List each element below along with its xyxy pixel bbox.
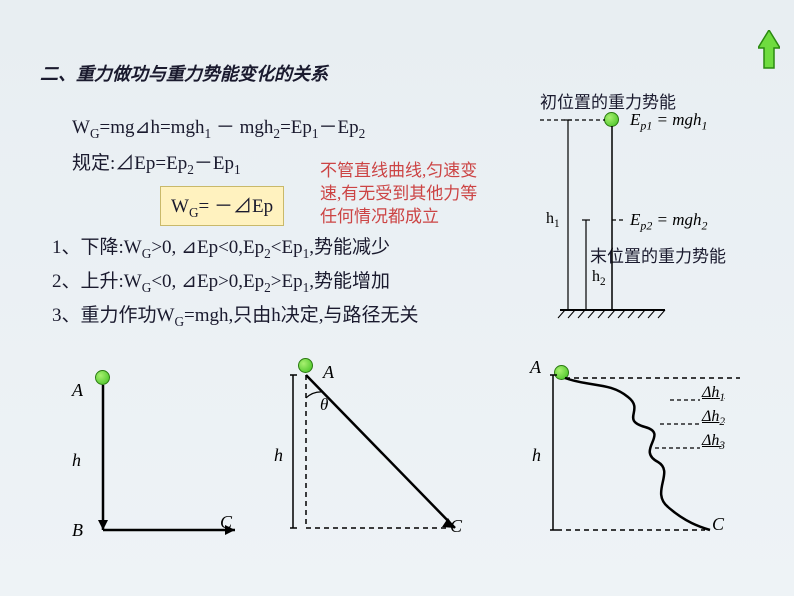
- l1a: 1、下降:W: [52, 237, 142, 258]
- fig2-svg: [290, 370, 470, 540]
- l1s2: 2: [264, 246, 271, 261]
- box-b: = －⊿Ep: [199, 196, 274, 217]
- eq2-sub1: 2: [187, 162, 194, 177]
- eq1-w: W: [72, 117, 90, 138]
- equation-delta-ep: 规定:⊿Ep=Ep2－Ep1: [72, 148, 241, 178]
- eq1-sub1: G: [90, 126, 100, 141]
- l3b: =mgh,只由h决定,与路径无关: [184, 305, 419, 326]
- note-line1: 不管直线曲线,匀速变: [320, 160, 477, 183]
- fig1-B: B: [72, 520, 83, 541]
- section-title: 二、重力做功与重力势能变化的关系: [40, 60, 328, 86]
- box-sub: G: [189, 205, 199, 220]
- key-equation-box: WG= －⊿Ep: [160, 186, 284, 226]
- eq1-rest: =mg⊿h=mgh: [100, 117, 205, 138]
- l1b: >0, ⊿Ep<0,Ep: [151, 237, 264, 258]
- l2b: <0, ⊿Ep>0,Ep: [151, 271, 264, 292]
- fig1-h: h: [72, 450, 81, 471]
- box-w: W: [171, 196, 189, 217]
- note-line3: 任何情况都成立: [320, 206, 477, 229]
- l2d: ,势能增加: [309, 271, 390, 292]
- case-2: 2、上升:WG<0, ⊿Ep>0,Ep2>Ep1,势能增加: [52, 266, 390, 296]
- red-note: 不管直线曲线,匀速变 速,有无受到其他力等 任何情况都成立: [320, 160, 477, 229]
- eq2-b: －Ep: [194, 153, 234, 174]
- case-1: 1、下降:WG>0, ⊿Ep<0,Ep2<Ep1,势能减少: [52, 232, 390, 262]
- fig3-A: A: [530, 357, 541, 378]
- eq1-eq: =Ep: [280, 117, 312, 138]
- l2s1: G: [142, 280, 152, 295]
- l2c: >Ep: [271, 271, 303, 292]
- l2a: 2、上升:W: [52, 271, 142, 292]
- l3a: 3、重力作功W: [52, 305, 174, 326]
- eq2-a: 规定:⊿Ep=Ep: [72, 153, 187, 174]
- l2s2: 2: [264, 280, 271, 295]
- equation-wg: WG=mg⊿h=mgh1 － mgh2=Ep1－Ep2: [72, 112, 365, 142]
- note-line2: 速,有无受到其他力等: [320, 183, 477, 206]
- fig2-h: h: [274, 445, 283, 466]
- l1d: ,势能减少: [309, 237, 390, 258]
- l1s1: G: [142, 246, 152, 261]
- fig1-svg: [95, 385, 245, 540]
- eq1-sub4: 1: [312, 126, 319, 141]
- fig3-h: h: [532, 445, 541, 466]
- up-arrow-icon: [758, 30, 780, 70]
- fig3-svg: [550, 372, 750, 542]
- eq1-sub5: 2: [359, 126, 366, 141]
- eq2-sub2: 1: [234, 162, 241, 177]
- right-diagram-svg: [520, 110, 750, 320]
- eq1-minus: － mgh: [211, 117, 273, 138]
- fig1-A: A: [72, 380, 83, 401]
- l3s: G: [174, 314, 184, 329]
- eq1-minus2: －Ep: [319, 117, 359, 138]
- l1c: <Ep: [271, 237, 303, 258]
- fig1-ball: [95, 370, 110, 385]
- case-3: 3、重力作功WG=mgh,只由h决定,与路径无关: [52, 300, 419, 330]
